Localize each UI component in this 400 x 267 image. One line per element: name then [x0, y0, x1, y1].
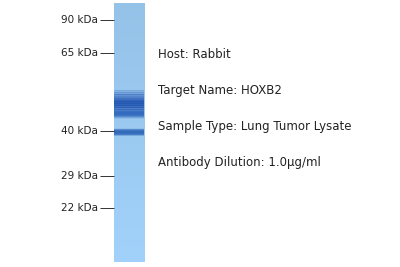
Bar	[114, 113, 144, 114]
Bar	[114, 114, 144, 115]
Bar	[114, 130, 144, 131]
Bar	[114, 93, 144, 94]
Bar	[114, 134, 144, 135]
Bar	[114, 94, 144, 95]
Bar	[114, 116, 144, 117]
Bar	[114, 115, 144, 116]
Text: 65 kDa: 65 kDa	[61, 48, 98, 58]
Bar	[114, 90, 144, 91]
Text: Antibody Dilution: 1.0µg/ml: Antibody Dilution: 1.0µg/ml	[158, 156, 321, 169]
Bar	[114, 117, 144, 118]
Bar	[114, 97, 144, 98]
Bar	[114, 133, 144, 134]
Bar	[114, 98, 144, 99]
Bar	[114, 132, 144, 133]
Bar	[114, 105, 144, 106]
Bar	[114, 115, 144, 116]
Bar	[114, 111, 144, 112]
Bar	[114, 113, 144, 114]
Bar	[114, 109, 144, 110]
Bar	[114, 101, 144, 103]
Bar	[114, 110, 144, 111]
Bar	[114, 101, 144, 102]
Bar	[114, 107, 144, 108]
Bar	[114, 111, 144, 112]
Bar	[114, 114, 144, 115]
Text: 90 kDa: 90 kDa	[61, 15, 98, 25]
Bar	[114, 104, 144, 105]
Bar	[114, 92, 144, 93]
Bar	[114, 111, 144, 112]
Text: 22 kDa: 22 kDa	[61, 203, 98, 213]
Bar	[114, 112, 144, 113]
Bar	[114, 100, 144, 101]
Bar	[114, 110, 144, 111]
Text: Sample Type: Lung Tumor Lysate: Sample Type: Lung Tumor Lysate	[158, 120, 352, 133]
Bar	[114, 105, 144, 106]
Text: Target Name: HOXB2: Target Name: HOXB2	[158, 84, 282, 97]
Bar	[114, 97, 144, 99]
Bar	[114, 91, 144, 92]
Bar	[114, 94, 144, 95]
Text: 40 kDa: 40 kDa	[61, 126, 98, 136]
Bar	[114, 99, 144, 100]
Bar	[114, 109, 144, 110]
Bar	[114, 111, 144, 112]
Bar	[114, 109, 144, 110]
Bar	[114, 128, 144, 129]
Bar	[114, 103, 144, 104]
Bar	[114, 131, 144, 132]
Bar	[114, 132, 144, 133]
Bar	[114, 106, 144, 107]
Bar	[114, 128, 144, 129]
Bar	[114, 109, 144, 110]
Bar	[114, 112, 144, 113]
Bar	[114, 135, 144, 136]
Bar	[114, 134, 144, 135]
Bar	[114, 118, 144, 119]
Bar	[114, 129, 144, 130]
Bar	[114, 132, 144, 133]
Bar	[114, 90, 144, 91]
Bar	[114, 108, 144, 109]
Bar	[114, 118, 144, 119]
Bar	[114, 117, 144, 118]
Bar	[114, 129, 144, 130]
Bar	[114, 96, 144, 97]
Bar	[114, 116, 144, 117]
Bar	[114, 133, 144, 134]
Text: Host: Rabbit: Host: Rabbit	[158, 48, 231, 61]
Bar	[114, 107, 144, 108]
Bar	[114, 130, 144, 131]
Bar	[114, 103, 144, 104]
Bar	[114, 102, 144, 103]
Bar	[114, 95, 144, 96]
Bar	[114, 135, 144, 136]
Bar	[114, 115, 144, 116]
Bar	[114, 131, 144, 132]
Bar	[114, 112, 144, 113]
Bar	[114, 92, 144, 93]
Bar	[114, 113, 144, 114]
Bar	[114, 115, 144, 116]
Text: 29 kDa: 29 kDa	[61, 171, 98, 181]
Bar	[114, 133, 144, 134]
Bar	[114, 114, 144, 115]
Bar	[114, 110, 144, 111]
